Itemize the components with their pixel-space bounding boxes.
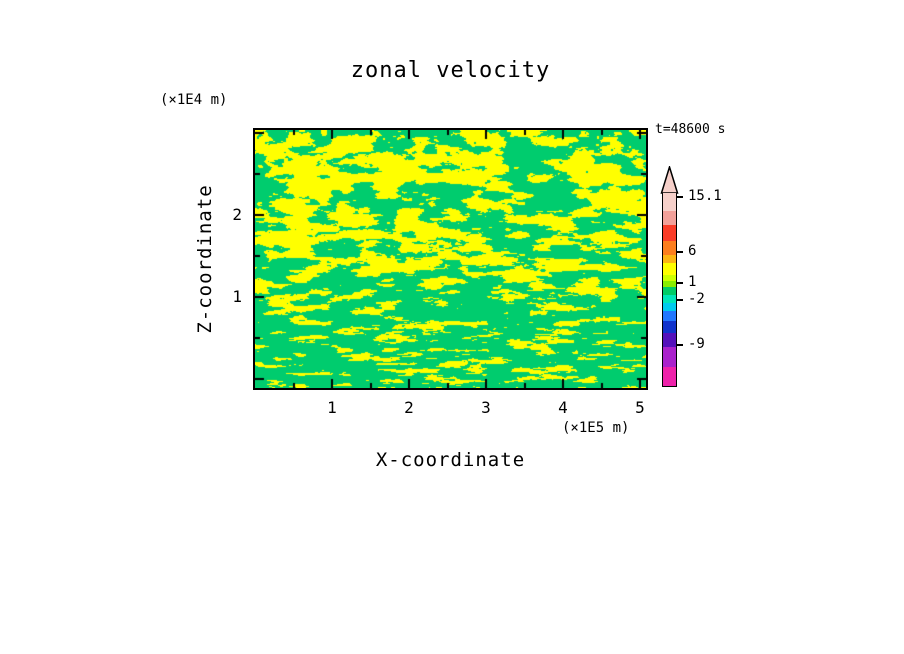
- colorbar-tick: [677, 282, 683, 284]
- colorbar-segment: [663, 225, 676, 241]
- colorbar-label: 15.1: [688, 188, 722, 204]
- y-tick-label-1: 1: [232, 287, 242, 306]
- colorbar-tick: [677, 299, 683, 301]
- colorbar-segment: [663, 281, 676, 287]
- colorbar-segment: [663, 303, 676, 311]
- x-tick-label-1: 1: [327, 398, 337, 417]
- colorbar-segment: [663, 347, 676, 367]
- colorbar-segment: [663, 295, 676, 303]
- x-axis-label: X-coordinate: [375, 449, 526, 471]
- colorbar-segment: [663, 241, 676, 255]
- x-tick-label-2: 2: [404, 398, 414, 417]
- colorbar-segment: [663, 311, 676, 321]
- y-tick-label-2: 2: [232, 205, 242, 224]
- colorbar-tick: [677, 196, 683, 198]
- colorbar-tick: [677, 251, 683, 253]
- colorbar-tick: [677, 344, 683, 346]
- colorbar-arrow-icon: [660, 166, 679, 194]
- colorbar-segment: [663, 367, 676, 386]
- colorbar-segment: [663, 255, 676, 263]
- colorbar-segment: [663, 193, 676, 211]
- colorbar: [662, 193, 677, 387]
- colorbar-segment: [663, 211, 676, 225]
- colorbar-label: -2: [688, 291, 705, 307]
- time-annotation: t=48600 s: [655, 122, 726, 137]
- x-tick-label-5: 5: [635, 398, 645, 417]
- chart-title: zonal velocity: [350, 58, 551, 83]
- plot-area: [253, 128, 648, 390]
- colorbar-segment: [663, 333, 676, 347]
- colorbar-segment: [663, 275, 676, 281]
- y-axis-unit: (×1E4 m): [160, 92, 228, 108]
- x-tick-label-4: 4: [558, 398, 568, 417]
- colorbar-segment: [663, 263, 676, 275]
- colorbar-label: 1: [688, 274, 697, 290]
- velocity-field-heatmap: [255, 130, 646, 388]
- colorbar-segment: [663, 287, 676, 295]
- colorbar-segment: [663, 321, 676, 333]
- x-tick-label-3: 3: [481, 398, 491, 417]
- x-axis-unit: (×1E5 m): [562, 420, 630, 436]
- colorbar-label: 6: [688, 243, 697, 259]
- colorbar-label: -9: [688, 336, 705, 352]
- y-axis-label: Z-coordinate: [194, 184, 216, 334]
